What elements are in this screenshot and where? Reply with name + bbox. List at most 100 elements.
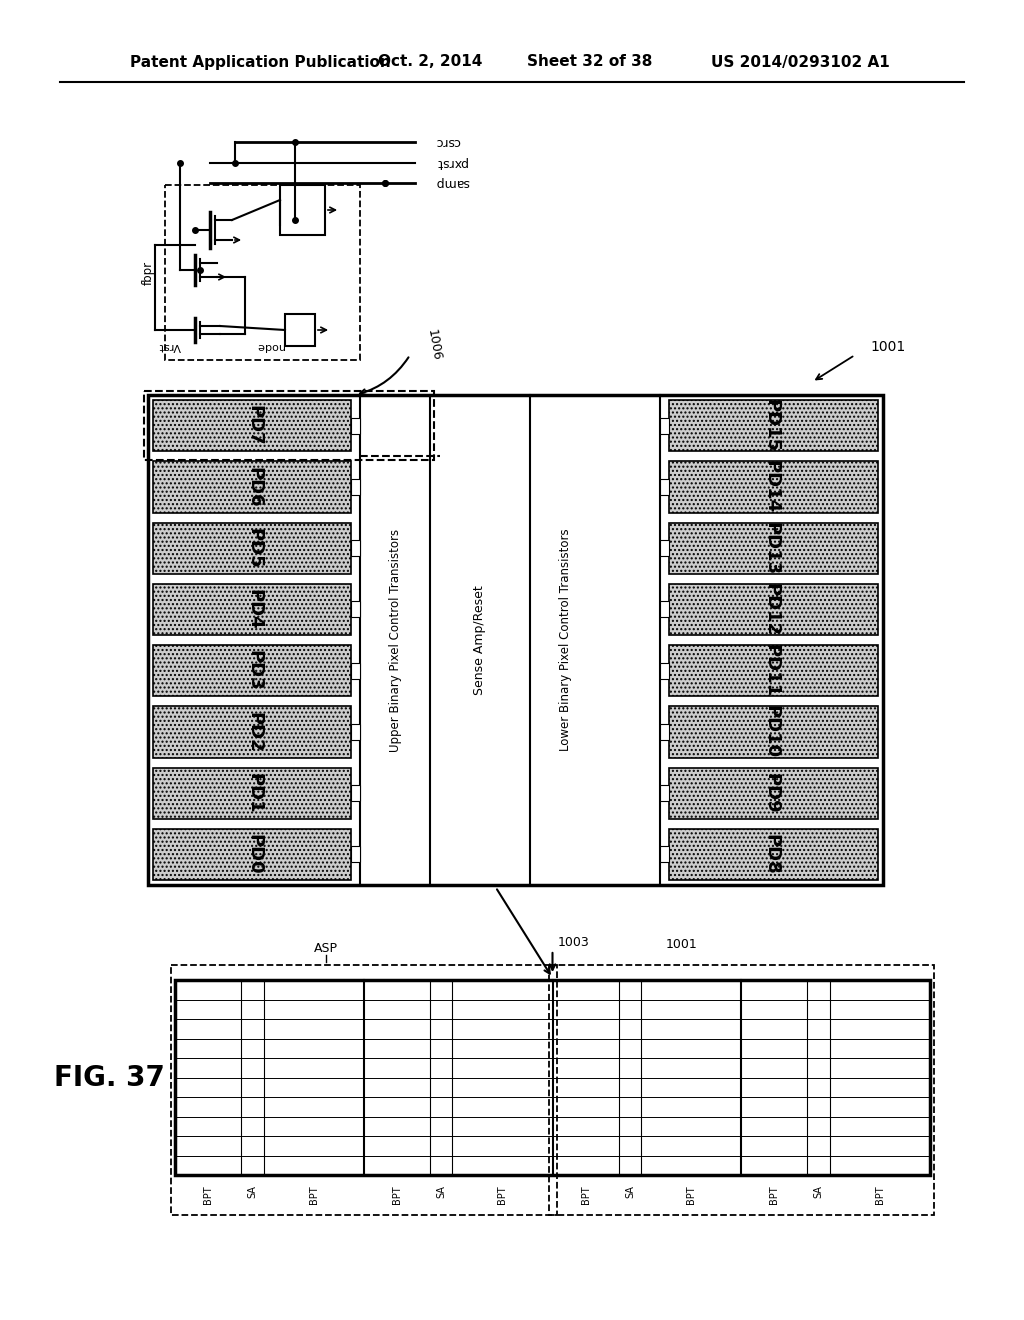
Bar xyxy=(618,979,641,1175)
Bar xyxy=(153,767,351,818)
Text: Sheet 32 of 38: Sheet 32 of 38 xyxy=(527,54,652,70)
Bar xyxy=(351,479,360,495)
Bar xyxy=(669,829,878,880)
Bar xyxy=(153,829,351,880)
Bar xyxy=(669,583,878,635)
Bar xyxy=(264,979,364,1175)
Bar xyxy=(351,540,360,556)
Bar xyxy=(660,417,669,434)
Bar xyxy=(351,723,360,741)
Bar xyxy=(351,846,360,862)
Text: SA: SA xyxy=(248,1185,257,1197)
Text: BPT: BPT xyxy=(308,1185,318,1204)
Text: fbpr: fbpr xyxy=(141,260,155,285)
Bar xyxy=(553,979,618,1175)
Bar xyxy=(351,663,360,678)
Bar xyxy=(175,979,241,1175)
Bar xyxy=(165,185,360,360)
Text: SA: SA xyxy=(625,1185,635,1197)
Bar xyxy=(660,479,669,495)
Text: BPT: BPT xyxy=(498,1185,508,1204)
Text: PD3: PD3 xyxy=(245,651,263,690)
Text: US 2014/0293102 A1: US 2014/0293102 A1 xyxy=(711,54,890,70)
Text: 1003: 1003 xyxy=(557,936,589,949)
Bar xyxy=(741,979,807,1175)
Bar xyxy=(351,417,360,434)
Bar xyxy=(660,663,669,678)
Text: PD5: PD5 xyxy=(245,528,263,569)
Text: PD13: PD13 xyxy=(763,521,780,574)
Text: Vrst: Vrst xyxy=(159,341,181,351)
Bar xyxy=(430,395,530,884)
Bar xyxy=(153,706,351,758)
Text: PD8: PD8 xyxy=(763,834,780,875)
Bar xyxy=(660,540,669,556)
Bar xyxy=(669,461,878,512)
Bar xyxy=(153,461,351,512)
Text: SA: SA xyxy=(436,1185,446,1197)
Text: csrc: csrc xyxy=(435,136,461,149)
Text: BPT: BPT xyxy=(392,1185,401,1204)
Bar xyxy=(351,602,360,618)
Text: pxrst: pxrst xyxy=(435,157,467,169)
Text: ASP: ASP xyxy=(314,941,338,954)
Bar xyxy=(660,602,669,618)
Bar xyxy=(660,846,669,862)
Bar xyxy=(280,185,325,235)
Bar xyxy=(144,391,434,461)
Bar xyxy=(549,965,934,1214)
Bar xyxy=(351,785,360,801)
Bar xyxy=(153,583,351,635)
Text: BPT: BPT xyxy=(686,1185,696,1204)
Text: PD9: PD9 xyxy=(763,772,780,813)
Bar xyxy=(660,785,669,801)
Text: PD6: PD6 xyxy=(245,466,263,507)
Text: PD4: PD4 xyxy=(245,589,263,630)
Bar xyxy=(241,979,264,1175)
Bar xyxy=(669,767,878,818)
Text: PD0: PD0 xyxy=(245,834,263,875)
Text: 1001: 1001 xyxy=(666,939,697,952)
Text: PD2: PD2 xyxy=(245,711,263,752)
Text: FIG. 37: FIG. 37 xyxy=(54,1064,165,1092)
Text: BPT: BPT xyxy=(581,1185,591,1204)
Text: PD7: PD7 xyxy=(245,405,263,446)
Bar xyxy=(453,979,553,1175)
Text: Upper Binary Pixel Control Transistors: Upper Binary Pixel Control Transistors xyxy=(388,528,401,751)
Bar xyxy=(153,645,351,696)
Text: node: node xyxy=(256,341,284,351)
Bar xyxy=(175,979,930,1175)
Text: Sense Amp/Reset: Sense Amp/Reset xyxy=(473,585,486,694)
Text: PD12: PD12 xyxy=(763,583,780,636)
Text: BPT: BPT xyxy=(203,1185,213,1204)
Text: SA: SA xyxy=(814,1185,823,1197)
Text: PD1: PD1 xyxy=(245,772,263,813)
Bar xyxy=(148,395,883,884)
Bar xyxy=(669,645,878,696)
Bar xyxy=(669,400,878,451)
Text: Oct. 2, 2014: Oct. 2, 2014 xyxy=(378,54,482,70)
Bar xyxy=(285,314,315,346)
Text: 1001: 1001 xyxy=(870,341,905,354)
Bar xyxy=(669,706,878,758)
Bar xyxy=(641,979,741,1175)
Text: PD15: PD15 xyxy=(763,399,780,453)
Text: PD11: PD11 xyxy=(763,644,780,697)
Bar xyxy=(153,523,351,574)
Text: Patent Application Publication: Patent Application Publication xyxy=(130,54,391,70)
Bar xyxy=(171,965,556,1214)
Bar xyxy=(153,400,351,451)
Bar xyxy=(669,523,878,574)
Text: samp: samp xyxy=(435,177,469,190)
Bar xyxy=(660,723,669,741)
Text: BPT: BPT xyxy=(874,1185,885,1204)
Bar xyxy=(364,979,430,1175)
Text: Lower Binary Pixel Control Transistors: Lower Binary Pixel Control Transistors xyxy=(558,529,571,751)
Bar xyxy=(807,979,830,1175)
Text: PD14: PD14 xyxy=(763,461,780,513)
Text: BPT: BPT xyxy=(769,1185,779,1204)
Text: 1006: 1006 xyxy=(425,329,443,362)
Bar xyxy=(430,979,453,1175)
Bar xyxy=(830,979,930,1175)
Text: PD10: PD10 xyxy=(763,705,780,759)
